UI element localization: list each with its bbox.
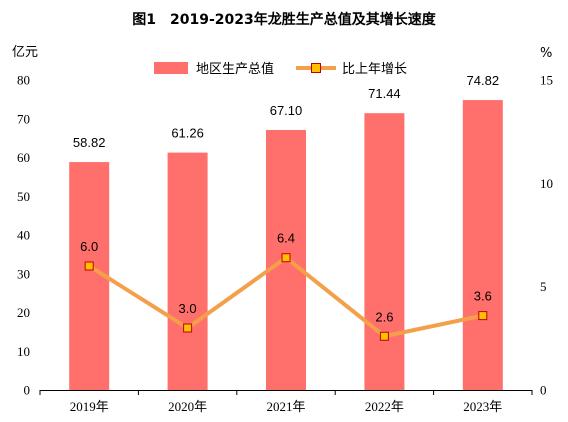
line-label-4: 3.6 [474, 289, 492, 304]
legend-marker-swatch [311, 63, 321, 73]
left-tick-label-0: 0 [24, 383, 31, 398]
line-series [84, 253, 488, 341]
right-axis-ticks: 0 5 10 15 [540, 73, 553, 398]
bar-label-1: 61.26 [171, 126, 204, 141]
legend-line-label: 比上年增长 [342, 62, 407, 77]
bar-series [69, 100, 503, 391]
left-tick-label-6: 60 [17, 150, 30, 165]
bar-label-3: 71.44 [368, 86, 401, 101]
bar-label-4: 74.82 [467, 73, 500, 88]
line-marker-3 [379, 331, 389, 341]
line-label-3: 2.6 [375, 309, 393, 324]
right-tick-label-2: 10 [540, 176, 553, 191]
left-tick-label-8: 80 [17, 73, 30, 88]
line-label-0: 6.0 [80, 239, 98, 254]
legend-bar-swatch [154, 62, 188, 74]
bar-3 [364, 113, 405, 391]
legend-bar-label: 地区生产总值 [196, 61, 274, 77]
bar-4 [462, 100, 503, 390]
right-tick-label-3: 15 [540, 73, 553, 88]
left-axis-unit: 亿元 [12, 45, 38, 60]
right-axis-unit: % [540, 46, 552, 61]
chart-title: 图1 2019-2023年龙胜生产总值及其增长速度 [132, 11, 436, 28]
x-axis: 2019年 2020年 2021年 2022年 2023年 [39, 390, 533, 414]
line-marker-1 [183, 323, 193, 333]
left-tick-label-2: 20 [17, 305, 30, 320]
right-tick-label-0: 0 [540, 383, 547, 398]
bar-1 [167, 152, 208, 390]
line-label-1: 3.0 [179, 301, 197, 316]
right-tick-label-1: 5 [540, 279, 547, 294]
line-marker-2 [281, 253, 291, 263]
line-marker-0 [84, 261, 94, 271]
line-marker-4 [478, 311, 488, 321]
bar-value-labels: 58.82 61.26 67.10 71.44 74.82 [73, 73, 499, 150]
left-tick-label-1: 10 [17, 344, 30, 359]
x-tick-label-0: 2019年 [70, 399, 109, 414]
left-axis-ticks: 0 10 20 30 40 50 60 70 80 [17, 73, 30, 398]
bar-label-2: 67.10 [270, 103, 303, 118]
x-tick-label-1: 2020年 [168, 399, 207, 414]
legend: 地区生产总值 比上年增长 [154, 61, 407, 77]
bar-label-0: 58.82 [73, 135, 106, 150]
line-value-labels: 6.0 3.0 6.4 2.6 3.6 [80, 231, 492, 325]
left-tick-label-7: 70 [17, 111, 30, 126]
x-tick-label-3: 2022年 [365, 399, 404, 414]
left-tick-label-3: 30 [17, 266, 30, 281]
line-label-2: 6.4 [277, 231, 295, 246]
left-tick-label-4: 40 [17, 228, 30, 243]
x-tick-label-4: 2023年 [463, 399, 502, 414]
x-tick-label-2: 2021年 [266, 399, 305, 414]
left-tick-label-5: 50 [17, 189, 30, 204]
